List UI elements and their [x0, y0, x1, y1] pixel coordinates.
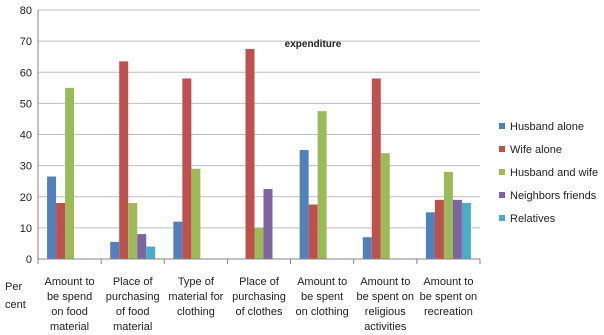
legend-swatch — [499, 169, 505, 175]
bar-wife-alone — [245, 48, 255, 259]
legend-label: Husband alone — [510, 121, 584, 133]
legend-swatch — [499, 192, 505, 198]
bar-wife-alone — [371, 78, 381, 259]
y-tick-label: 80 — [20, 5, 32, 17]
bar-wife-alone — [119, 61, 129, 260]
y-tick-label: 10 — [20, 223, 32, 235]
y-tick-label: 40 — [20, 130, 32, 142]
y-tick-labels: 0 10 20 30 40 50 60 70 80 — [20, 5, 32, 266]
bar-wife-alone — [182, 78, 192, 259]
legend-label: Relatives — [510, 213, 556, 225]
legend: Husband alone Wife alone Husband and wife N… — [499, 121, 598, 225]
legend-swatch — [499, 146, 505, 152]
y-tick-label: 60 — [20, 67, 32, 79]
legend-label: Wife alone — [510, 144, 562, 156]
bar-relatives — [146, 246, 156, 259]
bar-husband-and-wife — [380, 153, 390, 259]
y-tick-label: 50 — [20, 98, 32, 110]
bar-husband-and-wife — [191, 168, 201, 259]
legend-label: Neighbors friends — [510, 190, 597, 202]
axes — [37, 10, 481, 264]
bar-neighbors-friends — [263, 188, 273, 259]
x-category-label: Amount to be spend on food material — [45, 276, 95, 333]
bar-husband-alone — [425, 212, 435, 259]
bar-wife-alone — [56, 202, 66, 259]
bar-wife-alone — [434, 199, 444, 259]
bar-husband-alone — [47, 176, 57, 259]
x-category-label: Type of material for clothing — [168, 276, 223, 318]
bar-husband-alone — [110, 241, 120, 259]
bar-husband-and-wife — [65, 87, 75, 259]
bar-husband-and-wife — [254, 227, 264, 259]
bar-wife-alone — [308, 204, 318, 259]
y-axis-label-line: cent — [5, 299, 26, 311]
bars — [47, 48, 471, 260]
legend-label: Husband and wife — [510, 167, 598, 179]
y-axis-label: Per cent — [5, 281, 26, 311]
x-category-label: Place of purchasing of food material — [106, 276, 160, 333]
x-category-label: Amount to be spent on recreation — [420, 276, 478, 318]
y-tick-label: 20 — [20, 192, 32, 204]
bar-husband-and-wife — [128, 202, 138, 259]
legend-swatch — [499, 123, 505, 129]
gridlines — [38, 9, 480, 229]
bar-relatives — [461, 202, 471, 259]
legend-swatch — [499, 215, 505, 221]
bar-neighbors-friends — [452, 199, 462, 259]
y-tick-label: 0 — [26, 254, 32, 266]
bar-neighbors-friends — [137, 234, 147, 259]
bar-husband-and-wife — [443, 171, 453, 259]
chart-title: expenditure — [285, 39, 342, 50]
x-category-label: Amount to be spent on religious activities — [357, 276, 415, 333]
bar-husband-alone — [362, 237, 372, 259]
bar-husband-alone — [173, 221, 183, 259]
x-category-label: Amount to be spent on clothing — [296, 276, 349, 318]
y-axis-label-line: Per — [5, 281, 22, 293]
y-tick-label: 70 — [20, 36, 32, 48]
bar-husband-alone — [299, 150, 309, 259]
bar-husband-and-wife — [317, 111, 327, 259]
y-tick-label: 30 — [20, 161, 32, 173]
x-category-label: Place of purchasing of clothes — [232, 276, 286, 318]
